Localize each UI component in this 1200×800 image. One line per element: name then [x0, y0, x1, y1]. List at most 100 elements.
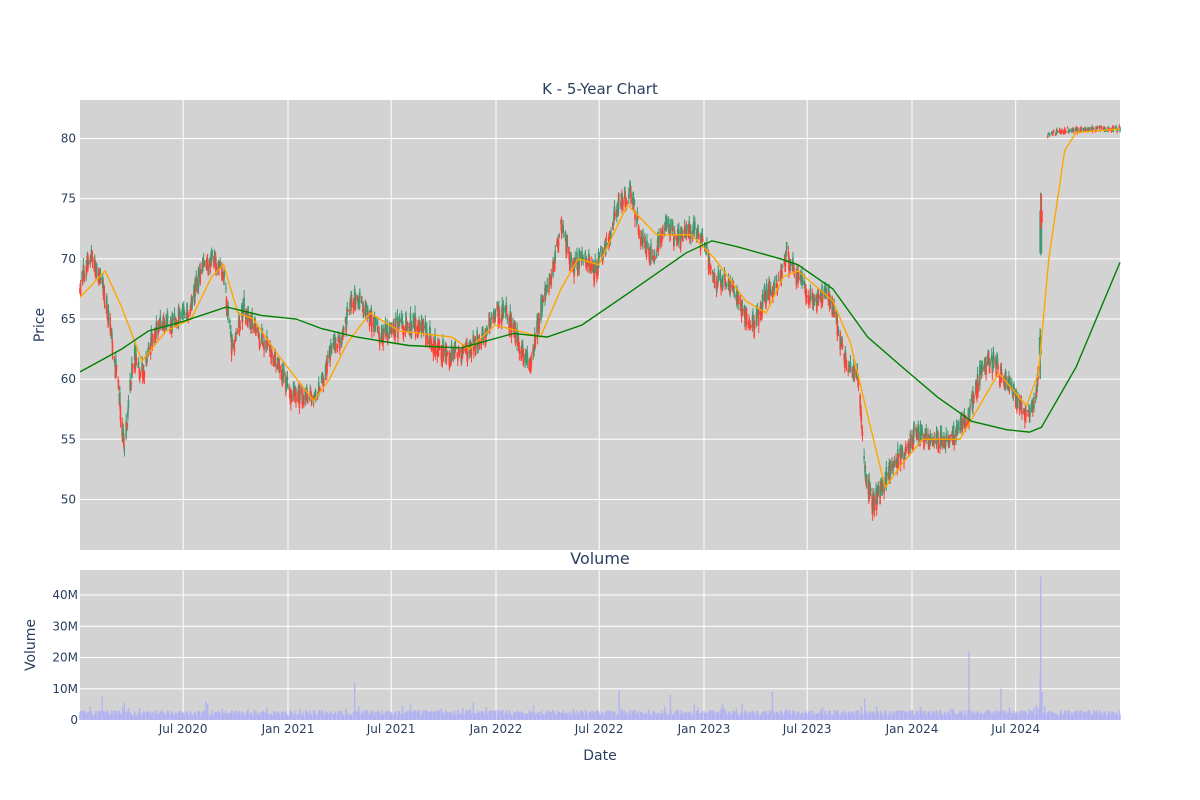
candle-body	[682, 235, 684, 242]
volume-bar	[118, 710, 121, 720]
candle-body	[600, 255, 603, 257]
candle-body	[299, 386, 301, 401]
candle-body	[1096, 126, 1099, 128]
candle-body	[755, 312, 758, 326]
candle-body	[1065, 131, 1067, 133]
candle-body	[201, 263, 204, 269]
candle-body	[450, 344, 453, 362]
candle-body	[97, 272, 100, 277]
candle-body	[362, 303, 365, 312]
candle-body	[852, 371, 855, 378]
candle-body	[498, 309, 501, 325]
candle-body	[1051, 131, 1053, 135]
candle-body	[221, 266, 223, 280]
candle-body	[816, 297, 819, 304]
candle-body	[924, 434, 926, 436]
candle-body	[1096, 127, 1099, 129]
candle-body	[829, 296, 832, 304]
candle-body	[400, 317, 403, 323]
candle-body	[506, 313, 508, 318]
candle-body	[173, 314, 176, 319]
volume-bar	[686, 713, 688, 720]
candle-body	[1036, 390, 1038, 394]
candle-body	[1079, 128, 1081, 133]
volume-bar	[881, 715, 884, 720]
volume-bar	[163, 713, 166, 720]
volume-bar	[1067, 710, 1069, 720]
volume-bar	[450, 711, 453, 720]
candle-body	[242, 302, 244, 315]
volume-bar	[387, 710, 389, 720]
candle-body	[646, 240, 648, 249]
volume-bar	[279, 715, 281, 720]
candle-body	[967, 419, 969, 425]
candle-body	[91, 252, 93, 255]
volume-bar	[470, 713, 473, 720]
volume-bar	[1119, 714, 1121, 720]
candle-body	[480, 339, 483, 342]
candle-body	[1027, 413, 1030, 416]
volume-bar	[969, 710, 971, 720]
candle-body	[847, 370, 849, 372]
candle-body	[529, 360, 532, 373]
volume-bar	[813, 714, 816, 720]
volume-bar	[287, 715, 289, 720]
candle-body	[445, 348, 448, 363]
candle-body	[230, 332, 232, 338]
volume-bar	[911, 710, 914, 720]
candle-body	[694, 222, 696, 230]
candle-body	[171, 313, 174, 328]
volume-bar	[919, 706, 922, 720]
candle-body	[658, 235, 660, 247]
candle-body	[288, 388, 291, 398]
candle-body	[925, 429, 928, 440]
candle-body	[178, 310, 181, 316]
candle-body	[90, 260, 92, 262]
candle-body	[923, 434, 925, 449]
candle-body	[1038, 337, 1042, 356]
candle-body	[1055, 129, 1058, 134]
candle-body	[1083, 128, 1086, 132]
candle-body	[432, 343, 435, 354]
candle-body	[1047, 133, 1050, 135]
candle-body	[853, 370, 856, 375]
candle-body	[541, 296, 544, 301]
candle-body	[298, 389, 300, 404]
volume-bar	[331, 714, 333, 720]
candle-body	[237, 329, 239, 334]
candle-body	[839, 340, 842, 344]
candle-body	[642, 235, 644, 243]
candle-body	[769, 288, 772, 296]
x-tick-label: Jan 2022	[469, 722, 523, 736]
candle-body	[234, 339, 236, 341]
candle-body	[720, 280, 722, 290]
candle-body	[736, 287, 738, 302]
candle-body	[955, 429, 957, 443]
candle-body	[494, 314, 496, 323]
candle-body	[107, 319, 109, 323]
candle-body	[197, 268, 200, 288]
volume-bar	[1065, 711, 1067, 720]
volume-bar	[462, 707, 464, 720]
volume-bar	[418, 710, 421, 720]
candle-body	[659, 234, 662, 243]
candle-body	[633, 200, 636, 205]
candle-body	[355, 295, 357, 304]
volume-bar	[1041, 691, 1043, 720]
price-y-tick-labels: 50 55 60 65 70 75 80	[61, 132, 76, 507]
candle-body	[113, 356, 115, 359]
candle-body	[425, 323, 428, 337]
candle-body	[406, 326, 409, 328]
candle-body	[542, 298, 545, 303]
candle-body	[245, 310, 247, 324]
candle-body	[241, 311, 244, 323]
candle-body	[953, 435, 955, 446]
candle-body	[1063, 132, 1065, 134]
candle-body	[159, 315, 162, 326]
candle-body	[434, 343, 437, 355]
volume-bar	[706, 714, 708, 720]
candle-body	[430, 338, 432, 346]
candle-body	[917, 423, 920, 439]
candle-body	[867, 481, 869, 489]
candle-body	[640, 239, 643, 241]
